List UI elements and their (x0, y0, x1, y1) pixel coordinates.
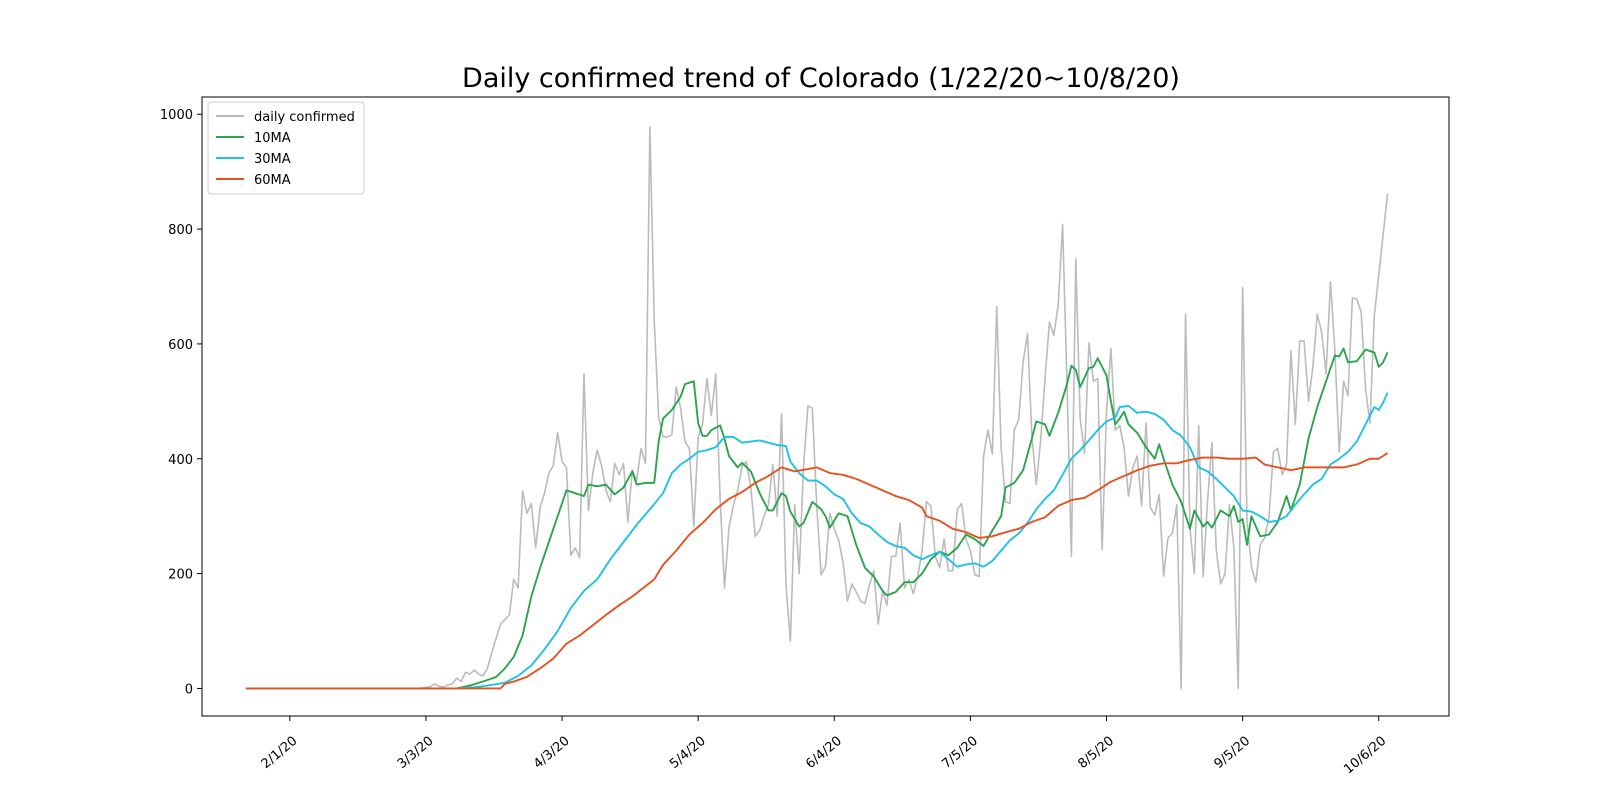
x-tick-label: 8/5/20 (1075, 734, 1117, 772)
y-tick-label: 1000 (160, 108, 193, 123)
x-tick-label: 5/4/20 (667, 734, 709, 772)
series-line-60ma (245, 452, 1389, 690)
y-axis: 0 200 400 600 800 1000 (160, 108, 202, 697)
y-tick-label: 0 (185, 682, 193, 697)
legend-label: 60MA (254, 173, 291, 188)
chart-title: Daily confirmed trend of Colorado (1/22/… (462, 63, 1180, 94)
y-tick-label: 200 (168, 568, 193, 583)
y-tick-label: 400 (168, 453, 193, 468)
legend-label: daily confirmed (254, 110, 355, 125)
x-axis: 2/1/20 3/3/20 4/3/20 5/4/20 6/4/20 7/5/20 8/5/… (259, 716, 1389, 778)
x-tick-label: 3/3/20 (395, 734, 437, 772)
x-tick-label: 2/1/20 (259, 734, 301, 772)
y-tick-label: 800 (168, 223, 193, 238)
legend-box (207, 101, 365, 195)
series-line-daily-confirmed (245, 126, 1389, 690)
legend-label: 30MA (254, 152, 291, 167)
plot-area-frame (201, 96, 1450, 717)
x-tick-label: 6/4/20 (803, 734, 845, 772)
y-tick-label: 600 (168, 338, 193, 353)
legend-label: 10MA (254, 131, 291, 146)
plot-lines (245, 126, 1389, 690)
series-line-10ma (245, 347, 1389, 690)
x-tick-label: 7/5/20 (939, 734, 981, 772)
x-tick-label: 10/6/20 (1341, 734, 1389, 778)
x-tick-label: 9/5/20 (1212, 734, 1254, 772)
x-tick-label: 4/3/20 (531, 734, 573, 772)
legend: daily confirmed 10MA 30MA 60MA (207, 101, 365, 195)
